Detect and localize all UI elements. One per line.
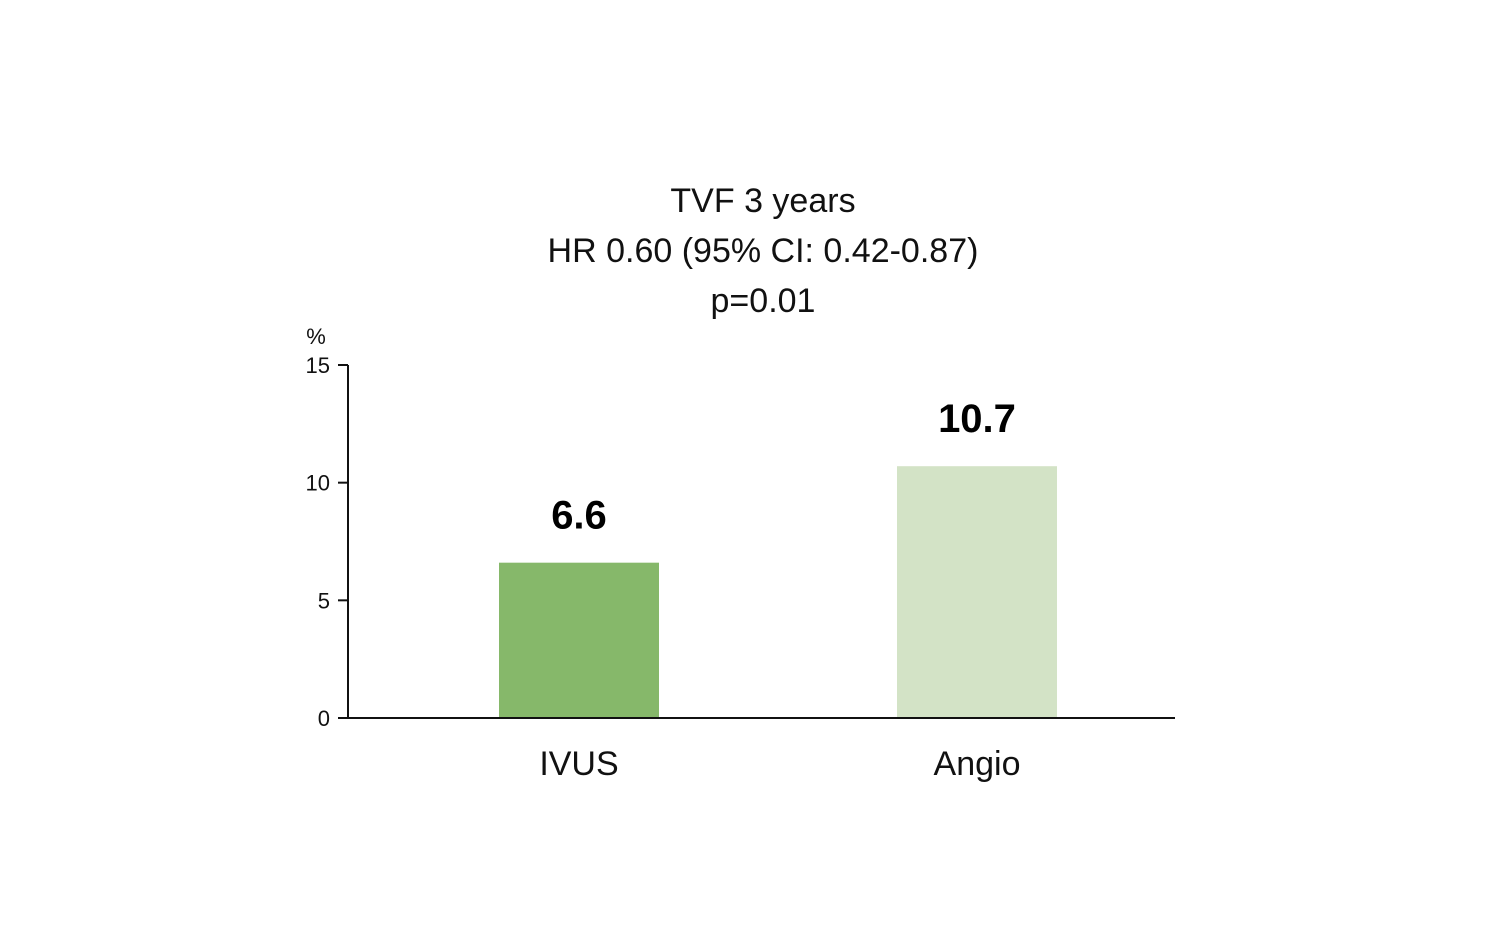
chart-title-line-1: TVF 3 years [670,182,855,220]
y-tick-label-15: 15 [306,353,330,378]
chart-title-line-2: HR 0.60 (95% CI: 0.42-0.87) [548,232,979,270]
bars-group [499,466,1057,718]
data-label-angio: 10.7 [938,397,1016,441]
y-tick-label-0: 0 [318,706,330,731]
x-tick-label-ivus: IVUS [539,745,618,783]
x-axis-labels: IVUS Angio [539,745,1020,783]
data-label-ivus: 6.6 [551,494,607,538]
data-labels: 6.6 10.7 [551,397,1016,537]
y-tick-label-10: 10 [306,471,330,496]
x-tick-label-angio: Angio [934,745,1021,783]
chart-title-line-3: p=0.01 [711,282,816,320]
bar-ivus [499,562,659,718]
y-axis-unit: % [306,324,326,349]
y-axis-ticks: 0 5 10 15 [306,353,348,731]
chart-title: TVF 3 years HR 0.60 (95% CI: 0.42-0.87) … [548,182,979,320]
bar-angio [897,466,1057,718]
y-tick-label-5: 5 [318,588,330,613]
